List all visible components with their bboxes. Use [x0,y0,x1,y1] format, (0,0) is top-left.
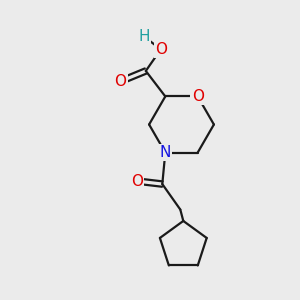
Text: O: O [114,74,126,89]
Text: N: N [160,145,171,160]
Text: H: H [139,29,150,44]
Text: O: O [131,174,143,189]
Text: O: O [155,42,167,57]
Text: O: O [192,89,204,104]
